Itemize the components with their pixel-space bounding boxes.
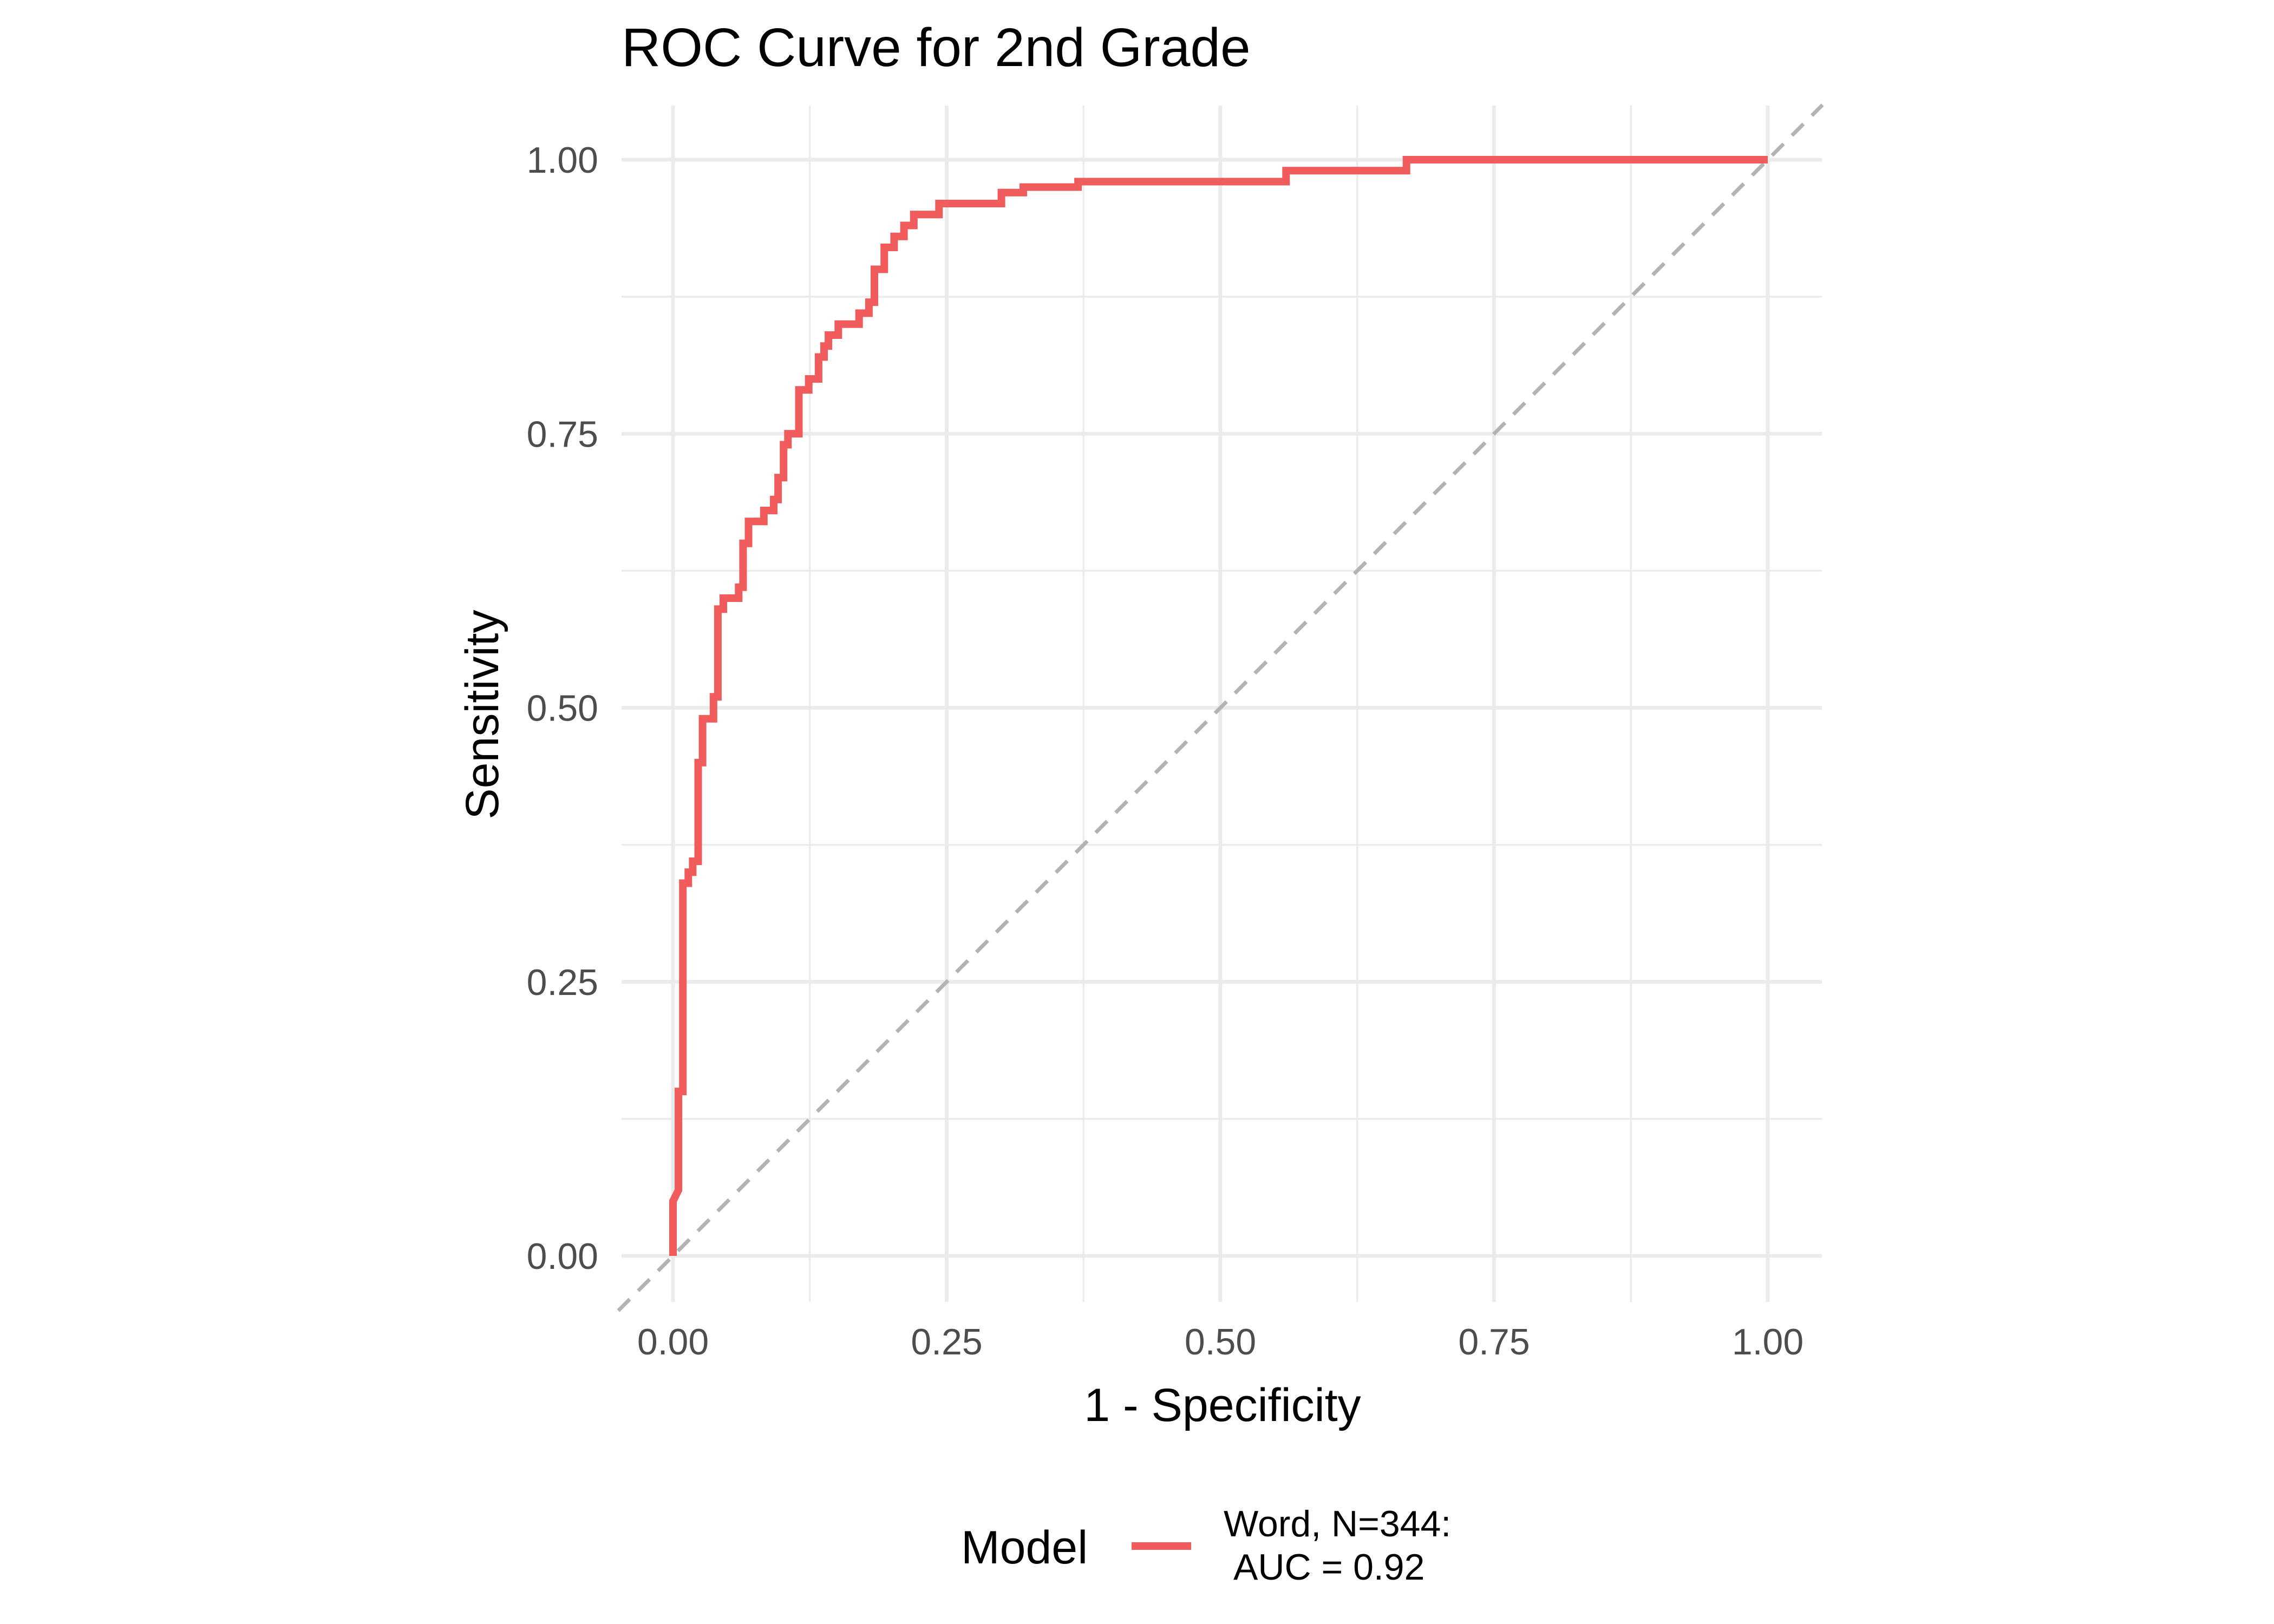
y-axis-title: Sensitivity xyxy=(456,610,508,819)
y-tick-label: 0.25 xyxy=(527,962,598,1003)
grid-lines xyxy=(622,106,1822,1302)
x-tick-label: 0.00 xyxy=(637,1321,709,1363)
roc-curve-series-0 xyxy=(669,156,1768,1256)
x-axis-ticks: 0.00 0.25 0.50 0.75 1.00 xyxy=(637,1321,1803,1363)
legend-label-line1: Word, N=344: xyxy=(1224,1503,1451,1544)
y-tick-label: 1.00 xyxy=(527,140,598,181)
x-tick-label: 0.25 xyxy=(911,1321,982,1363)
x-tick-label: 0.75 xyxy=(1458,1321,1530,1363)
reference-line xyxy=(617,103,1824,1312)
x-tick-label: 0.50 xyxy=(1185,1321,1256,1363)
y-axis-ticks: 0.00 0.25 0.50 0.75 1.00 xyxy=(527,140,598,1277)
legend-label-line2: AUC = 0.92 xyxy=(1233,1547,1424,1588)
series-layer xyxy=(669,156,1768,1256)
x-tick-label: 1.00 xyxy=(1732,1321,1803,1363)
reference-diagonal xyxy=(617,103,1824,1312)
legend: Model Word, N=344: AUC = 0.92 xyxy=(961,1503,1451,1588)
y-tick-label: 0.00 xyxy=(527,1236,598,1277)
y-tick-label: 0.50 xyxy=(527,688,598,729)
x-axis-title: 1 - Specificity xyxy=(1084,1379,1361,1431)
legend-title: Model xyxy=(961,1522,1088,1574)
y-tick-label: 0.75 xyxy=(527,414,598,455)
chart-title: ROC Curve for 2nd Grade xyxy=(622,17,1251,78)
